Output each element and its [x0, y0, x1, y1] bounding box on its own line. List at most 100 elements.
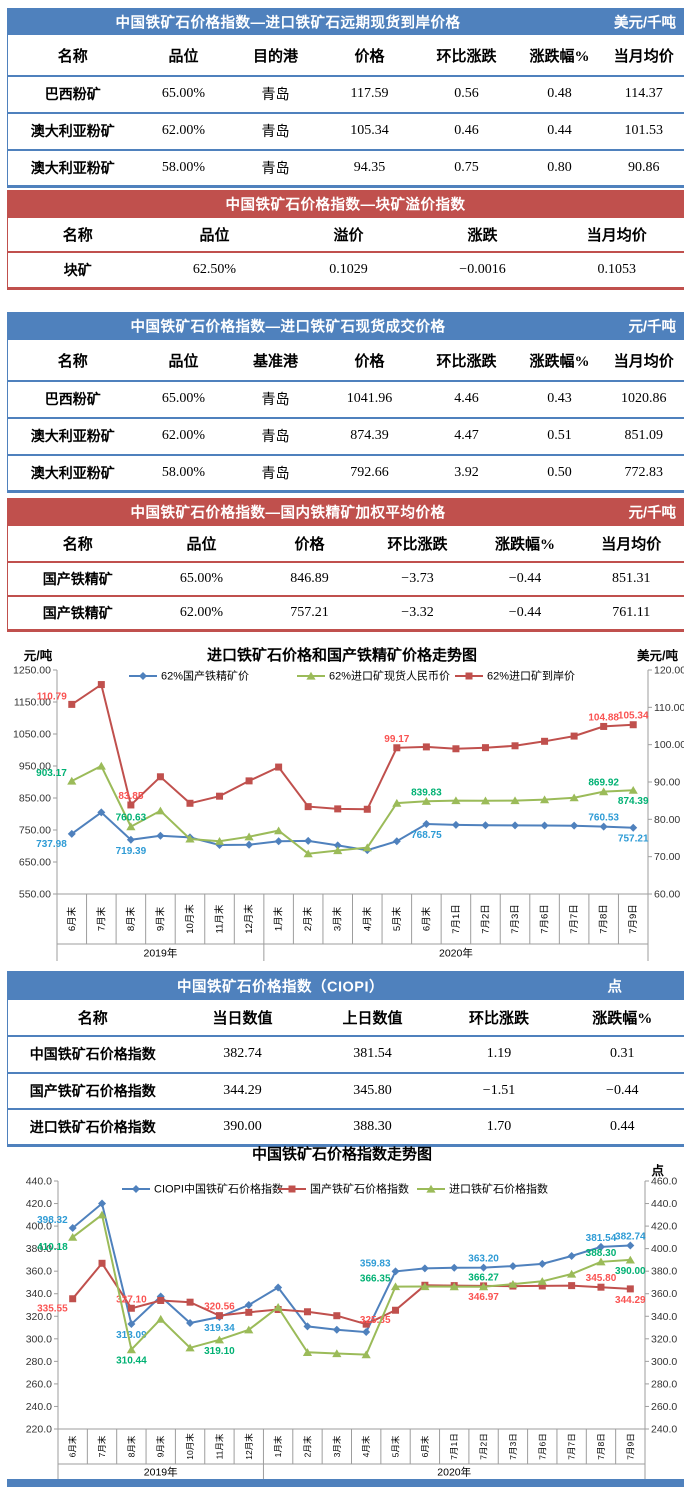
data-point-marker	[186, 799, 194, 807]
x-tick-label: 2月末	[302, 1435, 312, 1457]
data-point-marker	[157, 1296, 165, 1304]
table-cell: 388.30	[307, 1108, 438, 1146]
data-point-marker	[215, 841, 224, 850]
table-cell: 中国铁矿石价格指数	[7, 1035, 178, 1073]
data-point-marker	[629, 823, 638, 832]
data-point-marker	[126, 822, 136, 831]
data-point-marker	[69, 1295, 77, 1303]
year-group-label: 2019年	[144, 1466, 178, 1479]
data-point-marker	[479, 1263, 488, 1272]
data-point-marker	[332, 1349, 342, 1358]
y-tick-label: 400.0	[26, 1221, 52, 1233]
legend-label: 进口铁矿石价格指数	[449, 1182, 548, 1196]
data-point-marker	[511, 821, 520, 830]
y-tick-label: 120.00	[654, 665, 684, 677]
data-label: 768.75	[411, 830, 442, 841]
data-label: 760.63	[116, 813, 147, 824]
x-tick-label: 1月末	[273, 1435, 283, 1457]
data-point-marker	[156, 831, 165, 840]
data-point-marker	[570, 732, 578, 740]
table-unit-label: 点	[607, 979, 623, 995]
data-point-marker	[67, 829, 76, 838]
column-header: 环比涨跌	[387, 537, 448, 553]
table-cell: 0.44	[560, 1108, 684, 1146]
y-tick-label: 90.00	[654, 777, 680, 789]
data-point-marker	[245, 1308, 253, 1316]
data-label: 319.34	[204, 1323, 235, 1334]
table-cell: 巴西粉矿	[7, 380, 138, 418]
data-point-marker	[244, 1325, 254, 1334]
table-cell: 390.00	[177, 1108, 308, 1146]
x-tick-label: 7月末	[95, 906, 107, 931]
y-tick-label: 1050.00	[13, 729, 51, 741]
y-tick-label: 260.0	[651, 1401, 677, 1413]
table-row: 澳大利亚粉矿 62.00% 青岛 105.34 0.46 0.44 101.53	[7, 111, 684, 150]
table-cell: 94.35	[321, 148, 418, 187]
y-tick-label: 420.0	[26, 1198, 52, 1210]
data-point-marker	[628, 785, 638, 794]
data-point-marker	[596, 1242, 605, 1251]
table-cell: 国产铁矿石价格指数	[7, 1071, 178, 1109]
table-unit-label: 元/千吨	[628, 319, 676, 336]
data-label: 105.34	[618, 711, 649, 722]
data-point-marker	[537, 1277, 547, 1285]
column-header: 涨跌幅%	[529, 353, 590, 370]
data-point-marker	[304, 836, 313, 845]
table-title-bar: 中国铁矿石价格指数—国内铁精矿加权平均价格 元/千吨	[7, 498, 684, 526]
year-group-label: 2019年	[143, 947, 177, 960]
y-tick-label: 420.0	[651, 1221, 677, 1233]
legend-item: 62%进口矿到岸价	[455, 670, 575, 683]
table-cell: 1020.86	[603, 380, 684, 418]
y-tick-label: 550.00	[19, 889, 51, 901]
column-header: 溢价	[333, 228, 364, 244]
x-tick-label: 12月末	[244, 1433, 254, 1460]
table-cell: −3.73	[363, 561, 472, 596]
table-row: 国产铁精矿 62.00% 757.21 −3.32 −0.44 761.11	[7, 595, 684, 630]
data-label: 719.39	[116, 846, 147, 857]
table-lump-premium-index: 中国铁矿石价格指数—块矿溢价指数 名称 品位 溢价 涨跌 当月均价 块矿 62.50% 0.10…	[7, 190, 684, 290]
chart-title: 进口铁矿石价格和国产铁精矿价格走势图	[207, 646, 477, 664]
data-table: 名称 品位 基准港 价格 环比涨跌 涨跌幅% 当月均价 巴西粉矿 65.00% 青岛 1041.96…	[7, 340, 684, 493]
table-cell: 65.00%	[147, 561, 256, 596]
data-point-marker	[132, 1185, 140, 1193]
x-tick-label: 7月7日	[567, 1433, 577, 1459]
data-label: 410.18	[37, 1242, 68, 1253]
table-cell: −0.44	[560, 1071, 684, 1109]
table-cell: 青岛	[229, 111, 322, 150]
right-axis-unit: 美元/吨	[637, 648, 678, 663]
y-tick-label: 60.00	[654, 889, 680, 901]
x-tick-label: 5月末	[391, 1435, 401, 1457]
data-point-marker	[596, 1257, 606, 1266]
table-cell: 105.34	[321, 111, 418, 150]
table-title: 中国铁矿石价格指数—进口铁矿石现货成交价格	[130, 319, 446, 336]
data-label: 310.44	[116, 1356, 147, 1367]
data-point-marker	[539, 795, 550, 804]
data-label: 869.92	[588, 778, 619, 789]
data-point-marker	[67, 776, 77, 785]
table-cell: 0.43	[515, 380, 604, 418]
data-label: 381.54	[586, 1233, 617, 1244]
data-point-marker	[478, 1282, 489, 1291]
column-header: 名称	[62, 228, 93, 244]
x-tick-label: 10月末	[184, 904, 196, 934]
data-point-marker	[126, 835, 135, 844]
x-tick-label: 7月1日	[451, 904, 462, 934]
series-line-group: 398.32 313.09 319.34 359.83 363.20 381.54382.…	[37, 1199, 646, 1341]
data-point-marker	[508, 1262, 517, 1271]
y-tick-label: 280.0	[651, 1378, 677, 1390]
data-point-marker	[274, 837, 283, 846]
table-cell: 澳大利亚粉矿	[7, 111, 138, 150]
table-cell: 0.1053	[549, 251, 684, 288]
data-label: 760.53	[588, 813, 619, 824]
table-cell: 4.47	[417, 416, 516, 455]
y-tick-label: 280.0	[26, 1356, 52, 1368]
data-point-marker	[186, 1319, 195, 1328]
table-cell: 澳大利亚粉矿	[7, 148, 138, 187]
data-point-marker	[244, 832, 254, 841]
table-row: 澳大利亚粉矿 62.00% 青岛 874.39 4.47 0.51 851.09	[7, 416, 684, 455]
data-point-marker	[333, 846, 343, 855]
table-cell: 757.21	[255, 595, 364, 630]
column-header: 当月均价	[613, 353, 674, 370]
data-point-marker	[244, 1301, 253, 1309]
y-tick-label: 1150.00	[14, 697, 51, 709]
